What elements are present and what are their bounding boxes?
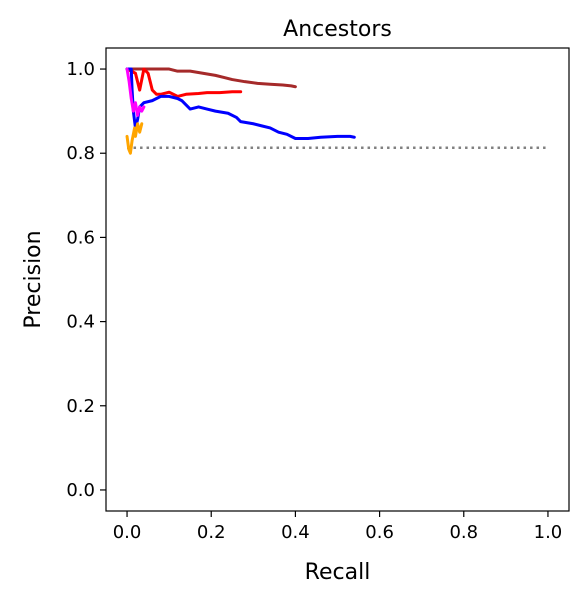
x-tick-label: 0.4 — [281, 522, 310, 543]
axes-frame — [105, 47, 570, 512]
series-layer — [125, 67, 548, 155]
y-tick-label: 0.8 — [66, 143, 95, 164]
y-axis-ticks: 0.0 0.2 0.4 0.6 0.8 1.0 — [66, 59, 106, 501]
series-line-5 — [125, 122, 144, 155]
y-axis-label: Precision — [21, 230, 46, 328]
chart-title: Ancestors — [283, 17, 392, 42]
x-tick-label: 0.0 — [113, 522, 142, 543]
y-tick-label: 0.4 — [66, 312, 95, 333]
y-tick-label: 0.6 — [66, 227, 95, 248]
x-tick-label: 0.6 — [365, 522, 394, 543]
x-axis-label: Recall — [305, 560, 371, 585]
y-tick-label: 0.2 — [66, 396, 95, 417]
y-tick-label: 1.0 — [66, 59, 95, 80]
x-tick-label: 1.0 — [534, 522, 563, 543]
series-line-3 — [125, 67, 356, 140]
y-tick-label: 0.0 — [66, 480, 95, 501]
series-line-1 — [125, 67, 297, 89]
series-line-2 — [125, 67, 243, 98]
x-tick-label: 0.2 — [197, 522, 226, 543]
series-line-4 — [125, 67, 146, 117]
x-tick-label: 0.8 — [449, 522, 478, 543]
x-axis-ticks: 0.0 0.2 0.4 0.6 0.8 1.0 — [113, 511, 563, 543]
